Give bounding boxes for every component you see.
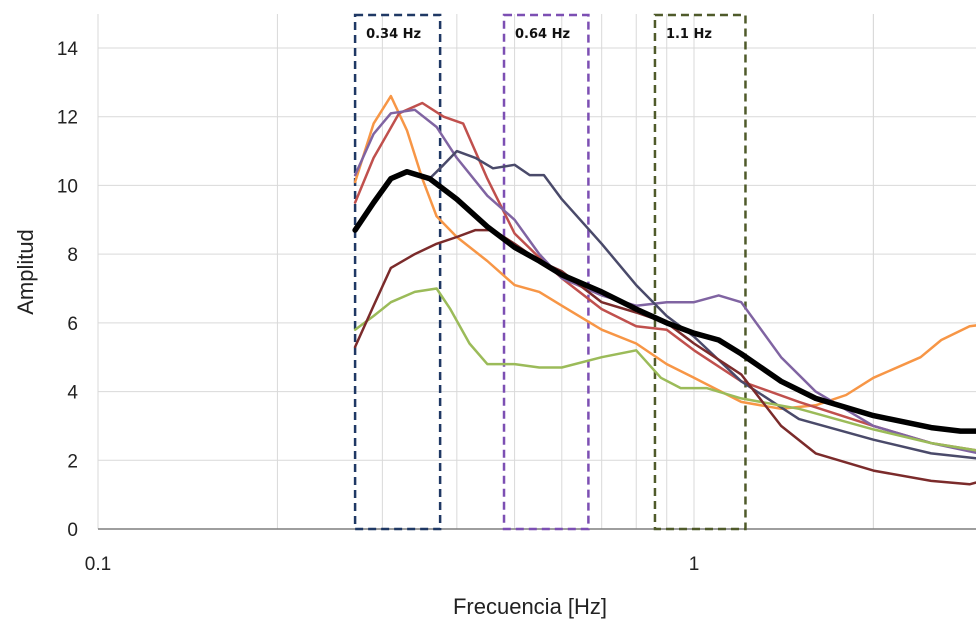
frequency-band-label: 0.64 Hz [515, 27, 570, 42]
y-tick-label: 10 [57, 176, 78, 197]
frequency-band-box [502, 13, 590, 531]
y-tick-label: 8 [67, 245, 78, 266]
series-line [353, 287, 976, 452]
series-line [353, 108, 976, 455]
series-line [428, 149, 976, 460]
frequency-band-box [653, 13, 747, 531]
series-line [353, 228, 976, 486]
y-tick-label: 14 [57, 39, 79, 60]
series-line [353, 101, 976, 452]
frequency-bands: 0.34 Hz 0.64 Hz 1.1 Hz [353, 13, 747, 531]
y-tick-label: 12 [57, 108, 78, 129]
y-tick-label: 4 [67, 383, 78, 404]
y-tick-label: 0 [67, 520, 78, 541]
x-axis-title: Frecuencia [Hz] [453, 594, 607, 619]
x-tick-label: 0.1 [85, 554, 111, 575]
series-line [353, 94, 976, 411]
y-tick-label: 6 [67, 314, 78, 335]
frequency-band-label: 0.34 Hz [366, 27, 421, 42]
gridlines [97, 14, 976, 530]
frequency-band-label: 1.1 Hz [666, 27, 712, 42]
x-tick-label: 1 [689, 554, 700, 575]
tick-labels: 0 2 4 6 8 10 12 14 0.1 1 [57, 39, 699, 575]
data-series [352, 94, 976, 486]
frequency-band-box [353, 13, 442, 531]
y-tick-label: 2 [67, 451, 78, 472]
series-line [352, 168, 976, 434]
y-axis-title: Amplitud [13, 229, 38, 315]
